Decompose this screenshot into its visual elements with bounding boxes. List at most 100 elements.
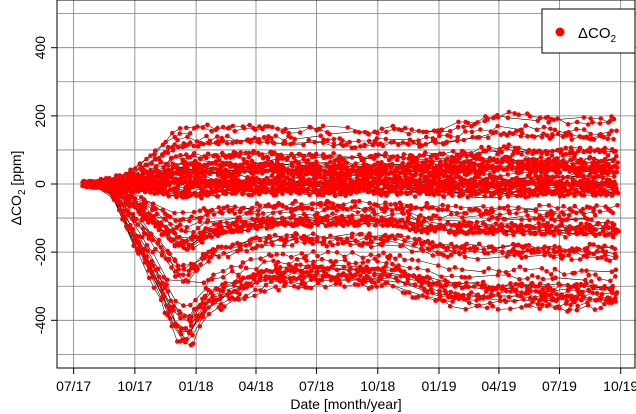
data-point xyxy=(333,186,339,192)
data-point xyxy=(439,127,445,133)
data-point xyxy=(364,273,369,279)
data-point xyxy=(129,195,134,200)
data-point xyxy=(200,164,206,170)
data-point xyxy=(504,154,510,160)
data-point xyxy=(590,290,595,296)
data-point xyxy=(552,266,558,272)
data-point xyxy=(367,164,372,170)
data-point xyxy=(519,255,524,261)
data-point xyxy=(248,223,254,228)
data-point xyxy=(182,160,187,165)
data-point xyxy=(357,232,362,237)
data-point xyxy=(261,135,267,140)
data-point xyxy=(371,171,376,176)
data-point xyxy=(556,296,561,301)
data-point xyxy=(610,191,616,196)
data-point xyxy=(340,173,345,178)
data-point xyxy=(198,175,203,180)
data-point xyxy=(578,170,584,176)
data-point xyxy=(184,190,190,196)
data-point xyxy=(271,167,276,172)
data-point xyxy=(133,216,139,222)
data-point xyxy=(565,174,570,180)
data-point xyxy=(481,248,487,253)
data-point xyxy=(612,295,618,301)
data-point xyxy=(217,169,222,174)
data-point xyxy=(297,188,303,193)
data-point xyxy=(337,281,343,287)
data-point xyxy=(280,251,286,257)
data-point xyxy=(568,157,574,163)
data-point xyxy=(514,128,519,134)
data-point xyxy=(356,130,362,135)
data-point xyxy=(135,172,141,177)
data-point xyxy=(315,219,321,224)
data-point xyxy=(394,183,399,189)
data-point xyxy=(609,286,615,292)
data-point xyxy=(307,124,312,130)
data-point xyxy=(178,153,183,158)
data-point xyxy=(478,127,483,132)
data-point xyxy=(597,121,603,126)
data-point xyxy=(302,223,308,228)
data-point xyxy=(297,216,303,221)
data-point xyxy=(291,265,297,271)
data-point xyxy=(461,292,466,298)
data-point xyxy=(219,244,224,250)
data-point xyxy=(581,127,587,132)
data-point xyxy=(291,275,297,281)
data-point xyxy=(137,246,143,251)
data-point xyxy=(479,161,485,167)
data-point xyxy=(471,284,477,289)
data-point xyxy=(355,210,361,215)
data-point xyxy=(375,203,381,208)
data-point xyxy=(443,290,449,296)
data-point xyxy=(497,224,502,229)
data-point xyxy=(448,182,453,187)
data-point xyxy=(299,167,305,173)
data-point xyxy=(323,274,329,279)
data-point xyxy=(400,210,405,215)
data-point xyxy=(552,127,558,133)
data-point xyxy=(574,307,580,313)
data-point xyxy=(178,339,183,344)
data-point xyxy=(309,201,315,207)
data-point xyxy=(227,164,233,170)
data-point xyxy=(229,264,234,270)
data-point xyxy=(547,182,552,187)
data-point xyxy=(177,131,182,136)
data-point xyxy=(217,158,222,163)
data-point xyxy=(452,186,458,191)
data-point xyxy=(287,183,292,188)
data-point xyxy=(596,244,601,250)
data-point xyxy=(490,130,496,136)
data-point xyxy=(249,158,255,164)
data-point xyxy=(413,172,418,177)
data-point xyxy=(315,280,321,286)
data-point xyxy=(442,162,448,167)
data-point xyxy=(113,198,119,203)
data-point xyxy=(215,172,221,178)
data-point xyxy=(413,229,419,234)
data-point xyxy=(381,233,387,239)
data-point xyxy=(363,268,369,274)
data-point xyxy=(281,243,287,248)
data-point xyxy=(476,208,482,213)
data-point xyxy=(218,293,223,298)
data-point xyxy=(574,231,580,237)
data-point xyxy=(609,300,614,306)
data-point xyxy=(161,165,166,170)
data-point xyxy=(289,160,295,166)
data-point xyxy=(383,200,388,205)
data-point xyxy=(204,220,210,225)
data-point xyxy=(231,282,237,288)
data-point xyxy=(402,257,407,263)
data-point xyxy=(164,190,170,196)
data-point xyxy=(402,238,407,244)
data-point xyxy=(428,287,434,292)
data-point xyxy=(396,142,401,147)
data-point xyxy=(188,243,193,248)
data-point xyxy=(563,234,568,240)
data-point xyxy=(150,237,156,243)
data-point xyxy=(222,153,228,159)
